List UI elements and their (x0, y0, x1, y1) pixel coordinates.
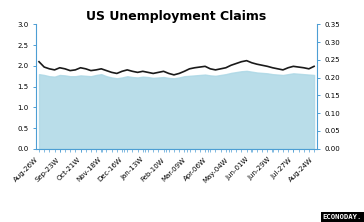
Text: ECONODAY.: ECONODAY. (323, 214, 362, 220)
Title: US Unemployment Claims: US Unemployment Claims (86, 10, 267, 23)
